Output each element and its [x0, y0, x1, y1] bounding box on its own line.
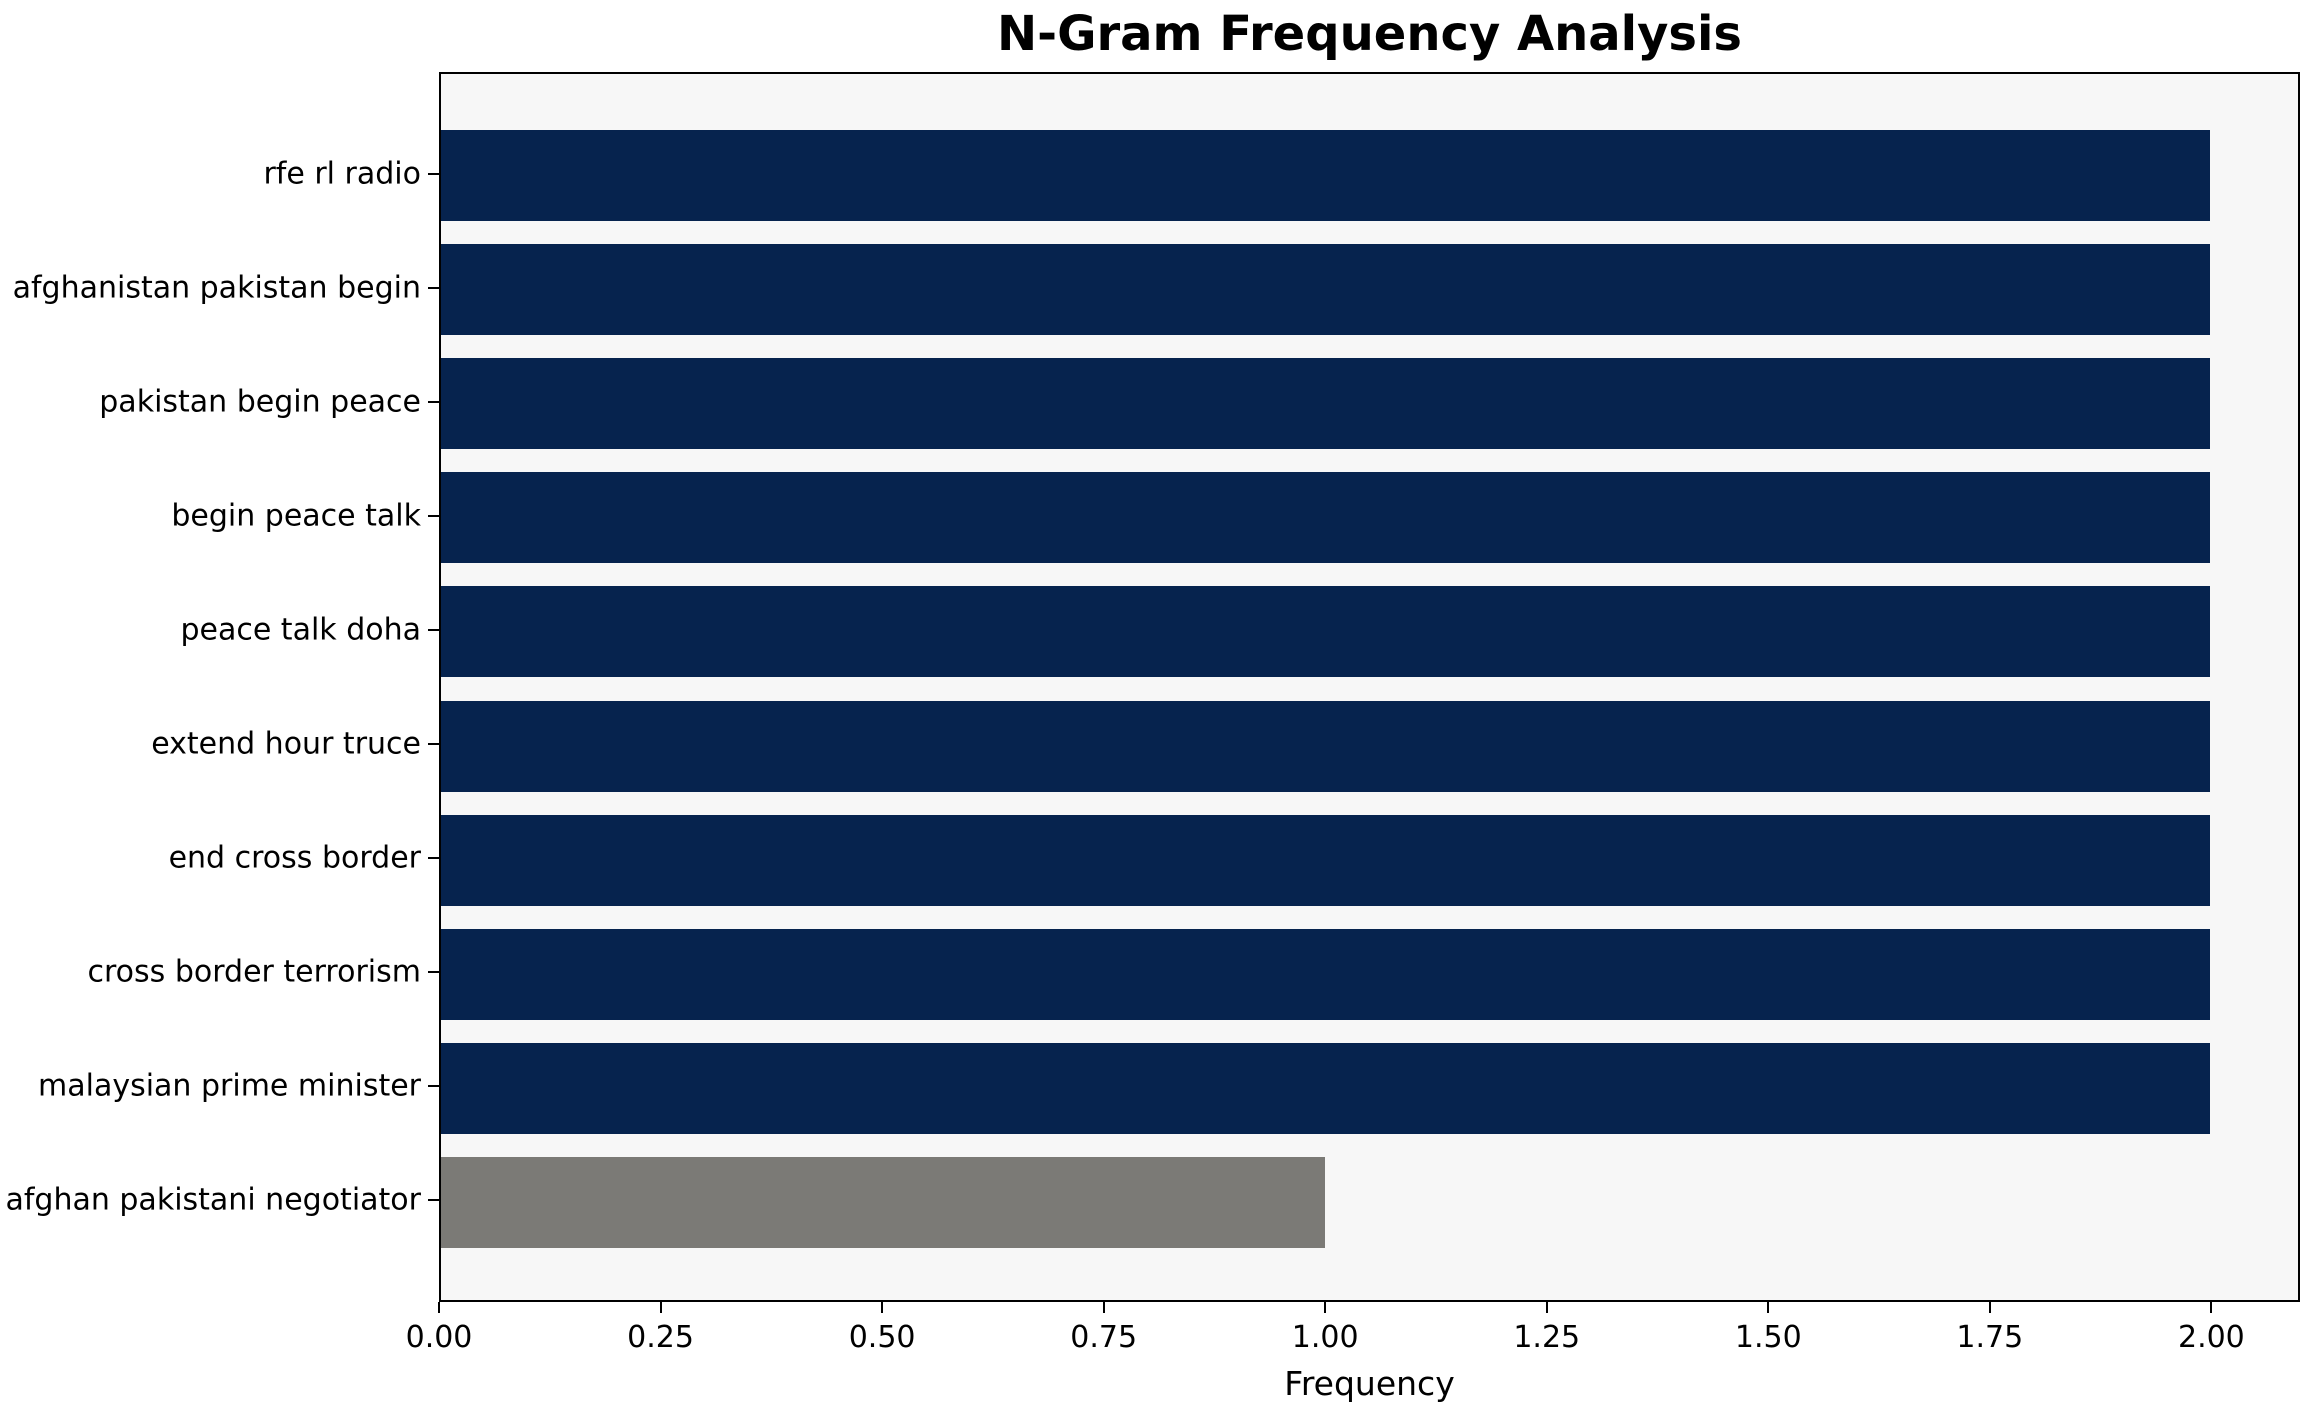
x-tick-mark [1324, 1302, 1327, 1313]
x-axis-title: Frequency [1284, 1364, 1455, 1403]
bar [441, 130, 2210, 221]
x-tick-label: 1.50 [1734, 1320, 1802, 1355]
y-tick-label: malaysian prime minister [38, 1068, 421, 1104]
x-tick-label: 0.50 [848, 1320, 916, 1355]
y-tick-label: peace talk doha [180, 612, 421, 648]
x-tick-mark [1988, 1302, 1991, 1313]
bar [441, 928, 2210, 1020]
x-tick-label: 0.00 [405, 1320, 473, 1355]
y-tick-mark [428, 286, 439, 289]
bar [441, 1042, 2210, 1134]
x-tick-mark [1545, 1302, 1548, 1313]
plot-area [439, 72, 2300, 1302]
y-tick-label: afghanistan pakistan begin [12, 270, 421, 306]
x-tick-label: 0.75 [1070, 1320, 1138, 1355]
chart-title: N-Gram Frequency Analysis [997, 6, 1742, 62]
x-tick-mark [2210, 1302, 2213, 1313]
y-tick-mark [428, 1199, 439, 1202]
y-tick-label: begin peace talk [171, 498, 421, 534]
bar [441, 586, 2210, 678]
x-tick-mark [1102, 1302, 1105, 1313]
y-tick-label: extend hour truce [151, 726, 421, 762]
x-tick-mark [1767, 1302, 1770, 1313]
y-tick-label: end cross border [168, 840, 421, 876]
bar [441, 1156, 1326, 1248]
y-tick-mark [428, 400, 439, 403]
x-tick-label: 1.25 [1513, 1320, 1581, 1355]
y-tick-mark [428, 628, 439, 631]
bar [441, 700, 2210, 792]
y-tick-mark [428, 743, 439, 745]
x-tick-label: 1.00 [1291, 1320, 1359, 1355]
x-tick-label: 0.25 [627, 1320, 694, 1355]
bar [441, 358, 2210, 450]
bar [441, 814, 2210, 906]
bar [441, 472, 2210, 564]
x-tick-label: 2.00 [2177, 1320, 2245, 1355]
y-tick-mark [428, 172, 439, 175]
bar [441, 244, 2210, 336]
y-tick-mark [428, 1085, 439, 1088]
x-tick-mark [438, 1302, 440, 1313]
y-tick-label: cross border terrorism [87, 954, 421, 990]
y-tick-label: afghan pakistani negotiator [5, 1182, 421, 1218]
x-tick-label: 1.75 [1956, 1320, 2024, 1355]
y-tick-mark [428, 514, 439, 517]
y-tick-mark [428, 857, 439, 860]
y-tick-label: pakistan begin peace [99, 384, 421, 420]
x-tick-mark [881, 1302, 884, 1313]
x-tick-mark [659, 1302, 662, 1313]
y-tick-mark [428, 971, 439, 974]
y-tick-label: rfe rl radio [263, 156, 421, 191]
